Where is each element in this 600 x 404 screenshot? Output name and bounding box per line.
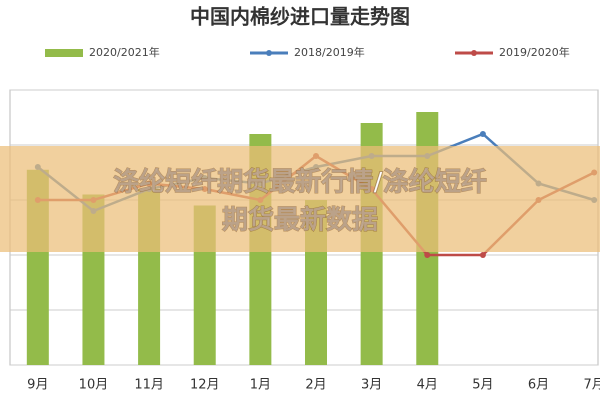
x-tick-label: 1月 xyxy=(250,378,271,393)
legend-swatch xyxy=(45,49,83,57)
x-tick-label: 7月 xyxy=(584,378,600,393)
x-tick-label: 10月 xyxy=(79,378,109,393)
x-tick-label: 4月 xyxy=(417,378,438,393)
legend-marker xyxy=(471,50,477,56)
chart-title: 中国内棉纱进口量走势图 xyxy=(190,5,410,29)
x-tick-label: 6月 xyxy=(528,378,549,393)
banner-text: 涤纶短纤期货最新行情/涤纶短纤 xyxy=(113,167,487,198)
x-tick-label: 5月 xyxy=(472,378,493,393)
x-tick-label: 12月 xyxy=(190,378,220,393)
legend-label: 2020/2021年 xyxy=(89,45,160,59)
x-tick-label: 9月 xyxy=(27,378,48,393)
point xyxy=(479,131,486,137)
legend-label: 2018/2019年 xyxy=(294,45,365,59)
x-tick-label: 3月 xyxy=(361,378,382,393)
banner xyxy=(0,146,600,252)
point xyxy=(479,252,486,258)
legend-marker xyxy=(266,50,272,56)
legend-label: 2019/2020年 xyxy=(499,45,570,59)
banner-text: 期货最新数据 xyxy=(222,205,378,236)
point xyxy=(424,252,431,258)
x-tick-label: 2月 xyxy=(305,378,326,393)
x-tick-label: 11月 xyxy=(134,378,164,393)
